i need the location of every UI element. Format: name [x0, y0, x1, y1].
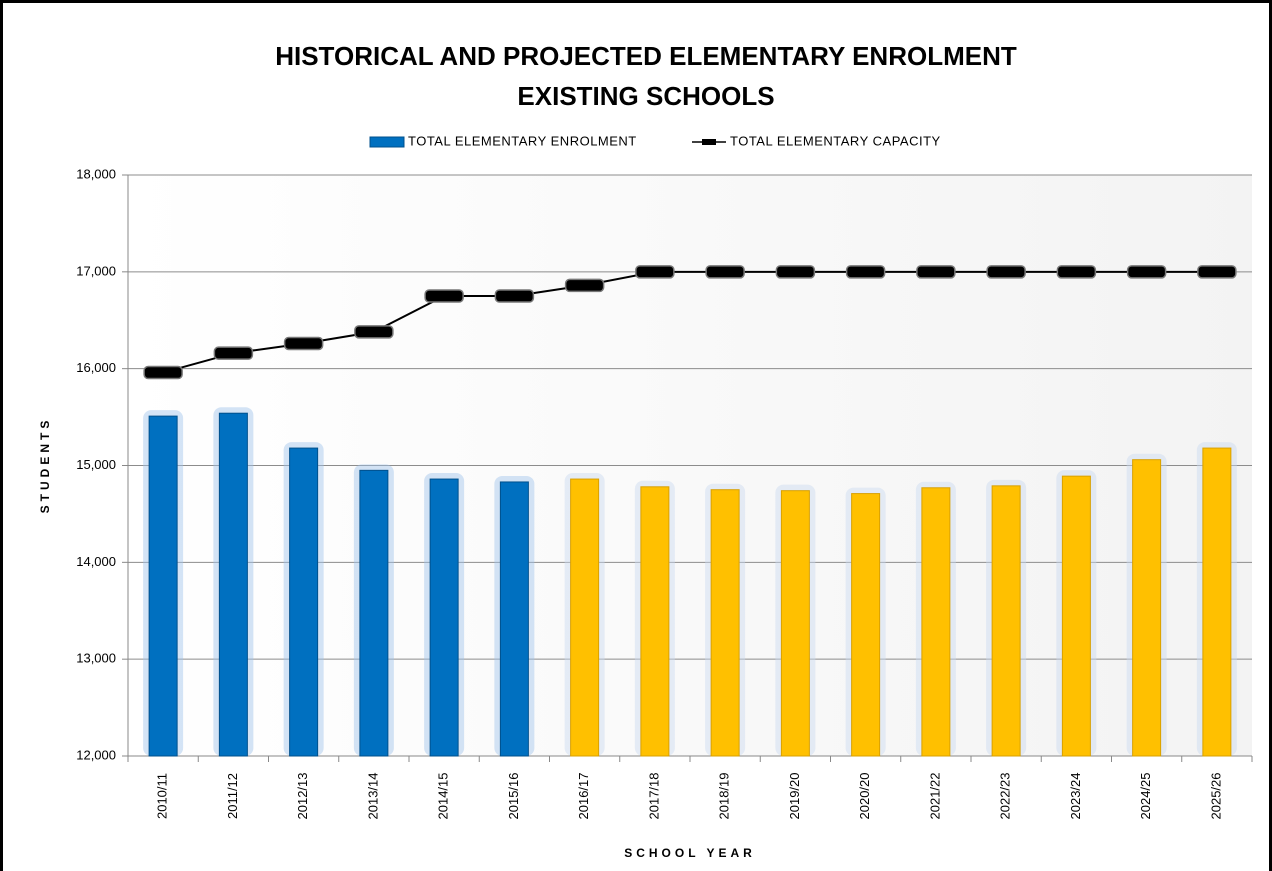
bar [780, 490, 810, 757]
x-tick-label: 2015/16 [506, 773, 521, 820]
bar [921, 487, 951, 757]
line-marker [986, 265, 1026, 279]
bar [991, 485, 1021, 757]
chart-title: HISTORICAL AND PROJECTED ELEMENTARY ENRO… [275, 41, 1017, 71]
line-marker [705, 265, 745, 279]
chart-subtitle: EXISTING SCHOOLS [517, 81, 774, 111]
legend-label: TOTAL ELEMENTARY CAPACITY [730, 133, 941, 148]
legend-label: TOTAL ELEMENTARY ENROLMENT [408, 133, 637, 148]
bar [710, 489, 740, 757]
line-marker [354, 325, 394, 339]
y-tick-label: 12,000 [76, 747, 116, 762]
bar [289, 447, 319, 757]
x-tick-label: 2010/11 [155, 773, 170, 819]
x-tick-label: 2011/12 [225, 773, 240, 819]
y-tick-label: 18,000 [76, 166, 116, 181]
x-tick-label: 2012/13 [295, 773, 310, 820]
bar [429, 478, 459, 757]
line-marker [775, 265, 816, 279]
x-tick-label: 2019/20 [787, 773, 802, 820]
line-marker [845, 265, 886, 279]
x-tick-label: 2014/15 [436, 773, 451, 820]
y-tick-label: 14,000 [76, 554, 116, 569]
bar [1061, 475, 1091, 757]
bar [1132, 459, 1162, 757]
line-marker [635, 265, 675, 279]
line-marker [283, 336, 324, 351]
x-tick-label: 2017/18 [646, 773, 661, 820]
x-tick-label: 2018/19 [717, 773, 732, 820]
y-tick-label: 13,000 [76, 651, 116, 666]
bar [570, 478, 600, 757]
y-tick-label: 16,000 [76, 360, 116, 375]
x-tick-label: 2021/22 [927, 773, 942, 820]
bar [1202, 447, 1232, 757]
line-marker [1126, 265, 1167, 279]
y-axis-label: STUDENTS [38, 417, 52, 514]
x-tick-label: 2024/25 [1138, 773, 1153, 820]
line-marker [564, 278, 605, 293]
line-marker [916, 265, 956, 279]
line-marker [1056, 265, 1097, 279]
bar [499, 481, 529, 757]
x-tick-label: 2025/26 [1208, 773, 1223, 820]
bar [148, 415, 178, 757]
x-tick-label: 2023/24 [1068, 773, 1083, 820]
x-axis-label: SCHOOL YEAR [624, 846, 756, 860]
legend-swatch [369, 136, 405, 148]
legend-swatch [702, 139, 716, 145]
x-tick-label: 2013/14 [365, 773, 380, 820]
x-tick-label: 2016/17 [576, 773, 591, 820]
y-tick-label: 17,000 [76, 263, 116, 278]
line [162, 270, 1217, 374]
x-tick-label: 2022/23 [998, 773, 1013, 820]
bar [640, 486, 670, 757]
y-tick-label: 15,000 [76, 457, 116, 472]
bar [218, 412, 248, 757]
line-marker [213, 346, 254, 360]
line-marker [143, 365, 183, 380]
line-marker [424, 289, 464, 303]
bar [851, 493, 881, 757]
line-marker [1197, 265, 1237, 279]
x-tick-label: 2020/20 [857, 773, 872, 820]
line-marker [494, 289, 535, 303]
bar [359, 469, 389, 757]
